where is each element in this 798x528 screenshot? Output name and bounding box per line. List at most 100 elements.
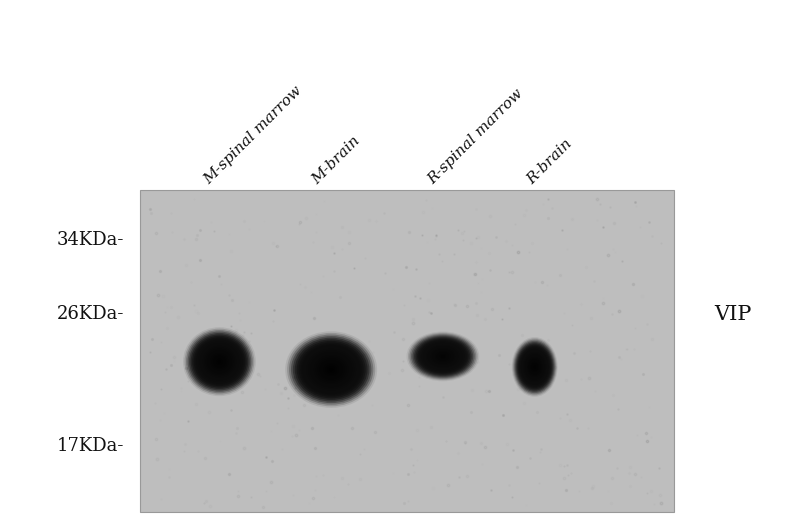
Text: R-spinal marrow: R-spinal marrow xyxy=(425,87,526,187)
Bar xyxy=(140,190,674,512)
Ellipse shape xyxy=(209,352,230,372)
Ellipse shape xyxy=(304,347,358,392)
Ellipse shape xyxy=(211,353,228,370)
Ellipse shape xyxy=(197,340,243,383)
Ellipse shape xyxy=(523,352,546,382)
Ellipse shape xyxy=(183,327,256,396)
Ellipse shape xyxy=(440,354,446,359)
Ellipse shape xyxy=(408,333,478,380)
Text: M-spinal marrow: M-spinal marrow xyxy=(202,84,305,187)
Ellipse shape xyxy=(527,357,543,377)
Ellipse shape xyxy=(191,334,248,389)
Ellipse shape xyxy=(323,363,339,376)
Ellipse shape xyxy=(192,336,247,388)
Ellipse shape xyxy=(530,361,539,373)
Ellipse shape xyxy=(330,368,333,371)
Ellipse shape xyxy=(306,349,356,390)
Ellipse shape xyxy=(413,336,473,377)
Ellipse shape xyxy=(194,337,245,386)
Ellipse shape xyxy=(525,354,544,380)
Ellipse shape xyxy=(310,352,352,387)
Ellipse shape xyxy=(200,343,239,380)
Ellipse shape xyxy=(429,347,456,366)
Ellipse shape xyxy=(293,338,369,401)
Ellipse shape xyxy=(411,335,475,378)
Ellipse shape xyxy=(189,333,250,390)
Ellipse shape xyxy=(196,338,243,385)
Text: 26KDa-: 26KDa- xyxy=(57,305,124,323)
Ellipse shape xyxy=(322,362,341,378)
Ellipse shape xyxy=(312,354,350,385)
Ellipse shape xyxy=(516,342,554,392)
Ellipse shape xyxy=(287,333,375,407)
Ellipse shape xyxy=(318,359,345,381)
Ellipse shape xyxy=(215,357,224,366)
Ellipse shape xyxy=(521,350,548,384)
Ellipse shape xyxy=(201,344,238,379)
Ellipse shape xyxy=(512,338,557,395)
Ellipse shape xyxy=(425,344,461,369)
Ellipse shape xyxy=(520,348,549,385)
Ellipse shape xyxy=(434,350,452,363)
Ellipse shape xyxy=(285,331,377,408)
Ellipse shape xyxy=(206,349,233,374)
Ellipse shape xyxy=(316,357,346,382)
Text: 17KDa-: 17KDa- xyxy=(57,437,124,455)
Ellipse shape xyxy=(294,340,368,400)
Ellipse shape xyxy=(512,337,558,397)
Ellipse shape xyxy=(417,339,468,374)
Ellipse shape xyxy=(428,346,458,367)
Ellipse shape xyxy=(301,344,361,395)
Ellipse shape xyxy=(186,330,253,393)
Ellipse shape xyxy=(198,342,241,382)
Ellipse shape xyxy=(212,354,227,369)
Ellipse shape xyxy=(438,353,448,360)
Ellipse shape xyxy=(326,365,337,374)
Ellipse shape xyxy=(528,358,541,376)
Ellipse shape xyxy=(297,341,365,398)
Text: 34KDa-: 34KDa- xyxy=(57,231,124,249)
Ellipse shape xyxy=(409,334,476,379)
Ellipse shape xyxy=(218,360,221,363)
Ellipse shape xyxy=(519,347,550,387)
Ellipse shape xyxy=(203,346,236,378)
Ellipse shape xyxy=(188,332,251,392)
Ellipse shape xyxy=(533,364,536,370)
Ellipse shape xyxy=(515,341,555,393)
Text: M-brain: M-brain xyxy=(310,134,363,187)
Ellipse shape xyxy=(517,345,552,389)
Ellipse shape xyxy=(291,336,371,403)
Ellipse shape xyxy=(184,328,255,395)
Ellipse shape xyxy=(524,353,545,381)
Ellipse shape xyxy=(436,351,450,362)
Ellipse shape xyxy=(529,360,540,374)
Ellipse shape xyxy=(302,346,360,393)
Ellipse shape xyxy=(423,343,463,370)
Ellipse shape xyxy=(534,366,535,368)
Ellipse shape xyxy=(531,363,538,371)
Ellipse shape xyxy=(414,337,472,376)
Ellipse shape xyxy=(308,351,354,389)
Ellipse shape xyxy=(314,355,349,384)
Ellipse shape xyxy=(320,360,342,379)
Text: R-brain: R-brain xyxy=(525,137,575,187)
Ellipse shape xyxy=(298,343,364,397)
Ellipse shape xyxy=(213,356,226,367)
Ellipse shape xyxy=(426,345,460,368)
Ellipse shape xyxy=(516,343,553,391)
Ellipse shape xyxy=(216,359,223,364)
Ellipse shape xyxy=(207,350,231,373)
Ellipse shape xyxy=(204,347,235,376)
Ellipse shape xyxy=(519,346,551,388)
Ellipse shape xyxy=(526,356,543,378)
Ellipse shape xyxy=(289,335,373,404)
Text: VIP: VIP xyxy=(714,305,752,324)
Ellipse shape xyxy=(531,362,539,372)
Ellipse shape xyxy=(522,351,547,383)
Ellipse shape xyxy=(416,338,470,375)
Ellipse shape xyxy=(433,349,453,364)
Ellipse shape xyxy=(441,355,444,357)
Ellipse shape xyxy=(514,340,555,394)
Ellipse shape xyxy=(421,342,464,371)
Ellipse shape xyxy=(327,366,335,373)
